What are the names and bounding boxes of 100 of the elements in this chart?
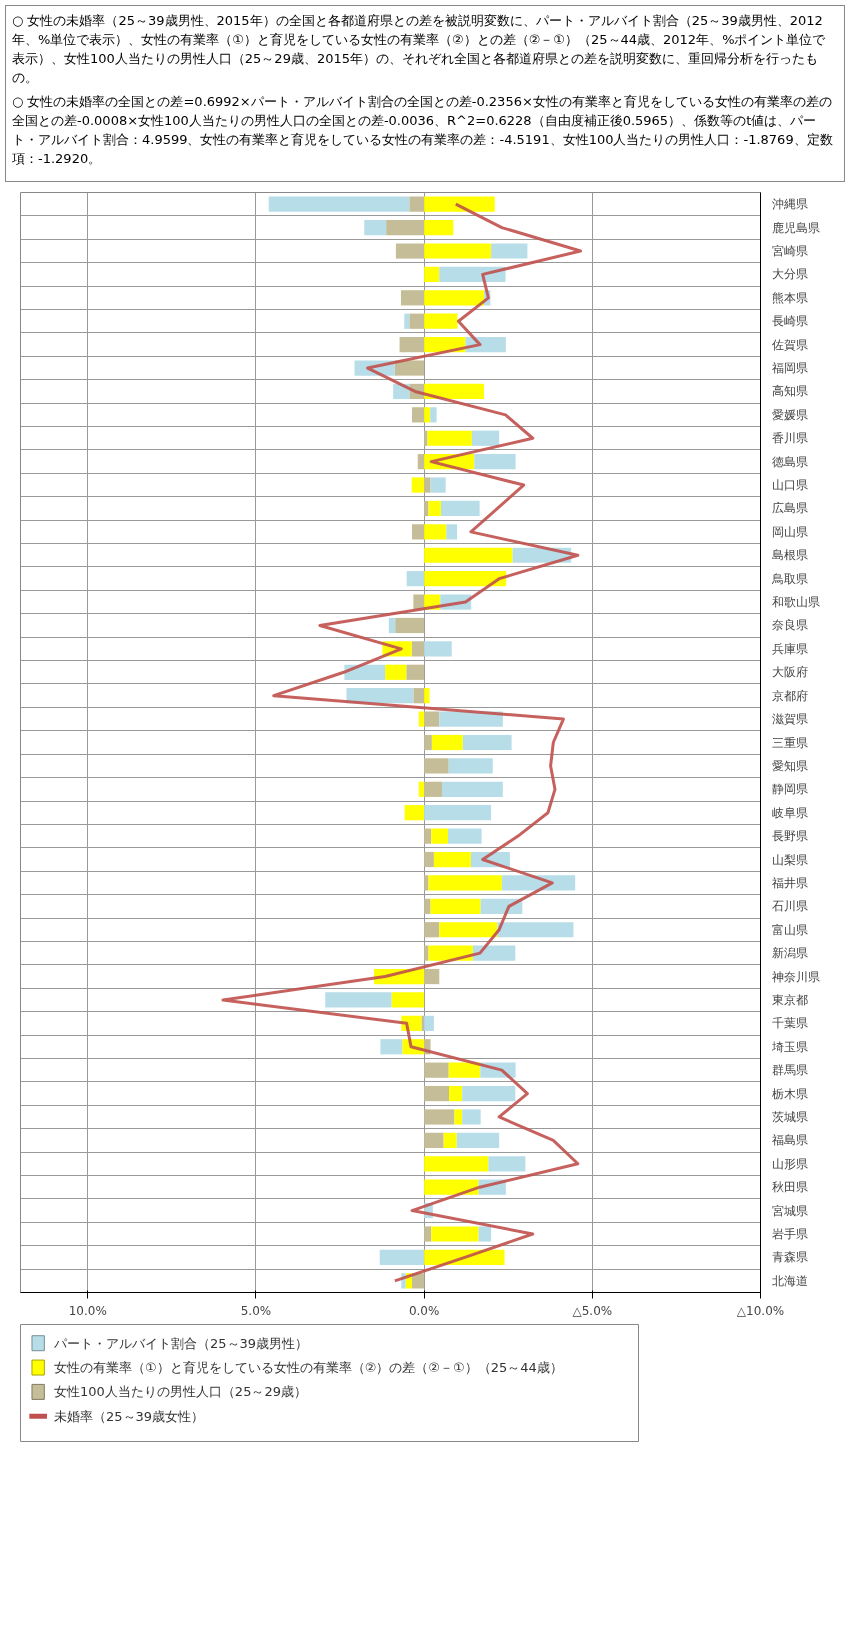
y-tick-label: 長野県 bbox=[771, 828, 808, 843]
bar bbox=[471, 430, 500, 446]
bar bbox=[424, 828, 432, 844]
bar bbox=[440, 500, 480, 516]
bar bbox=[409, 313, 425, 329]
bar bbox=[424, 781, 442, 797]
y-tick-label: 兵庫県 bbox=[771, 641, 808, 656]
bar bbox=[406, 570, 425, 587]
bar bbox=[424, 945, 429, 961]
text: ○ 女性の未婚率（25～39歳男性、2015年）の全国と各都道府県との差を被説明変数に、パート・アルバイト割合（25～39歳男性、2012年、%単位で表示）、女性の有業率（①）と育児をしている女性の有業率（②）との差（②－①）（25～44歳、2012年、%ポイント単位で表示）、女性100人当たりの男性人口（25～29歳、2015年）の、それぞれ全国と各都道府県との差を説明変数に、重回帰分析を行ったもの。 bbox=[12, 12, 827, 87]
bar bbox=[424, 500, 429, 516]
y-tick-label: 新潟県 bbox=[771, 945, 808, 960]
bar bbox=[424, 1015, 434, 1031]
bar bbox=[424, 1226, 432, 1242]
bar bbox=[424, 641, 452, 657]
bar bbox=[424, 313, 458, 329]
y-tick-label: 滋賀県 bbox=[771, 711, 808, 726]
bar bbox=[430, 406, 437, 423]
legend-label: 女性の有業率（①）と育児をしている女性の有業率（②）の差（②－①）（25～44歳） bbox=[54, 1359, 563, 1375]
bar bbox=[424, 968, 440, 984]
bar bbox=[386, 219, 425, 235]
bar bbox=[430, 898, 481, 914]
bar bbox=[424, 1062, 449, 1078]
bar bbox=[406, 664, 425, 680]
y-tick-label: 茨城県 bbox=[771, 1109, 808, 1124]
bar bbox=[409, 196, 425, 212]
y-tick-label: 沖縄県 bbox=[771, 196, 808, 211]
bar bbox=[491, 243, 528, 259]
legend-label: 未婚率（25～39歳女性） bbox=[54, 1408, 205, 1424]
bar bbox=[441, 781, 503, 797]
bar bbox=[395, 617, 425, 633]
bar bbox=[394, 360, 425, 376]
bar bbox=[391, 992, 425, 1008]
y-tick-label: 香川県 bbox=[771, 430, 808, 445]
bar bbox=[421, 1015, 425, 1031]
bar bbox=[424, 266, 440, 282]
y-tick-label: 神奈川県 bbox=[771, 969, 820, 984]
bar bbox=[424, 219, 454, 235]
y-tick-label: 福島県 bbox=[771, 1133, 808, 1148]
y-tick-label: 大阪府 bbox=[771, 665, 808, 680]
x-tick-label: 5.0% bbox=[240, 1303, 272, 1318]
y-tick-label: 奈良県 bbox=[771, 618, 808, 633]
bar bbox=[497, 921, 574, 938]
y-tick-label: 大分県 bbox=[771, 267, 808, 282]
y-tick-label: 島根県 bbox=[771, 548, 808, 563]
y-tick-label: 佐賀県 bbox=[771, 337, 808, 352]
y-tick-label: 富山県 bbox=[771, 922, 808, 937]
bar bbox=[399, 336, 425, 352]
y-tick-label: 愛媛県 bbox=[771, 407, 808, 422]
bar bbox=[488, 1155, 526, 1172]
bar bbox=[424, 524, 447, 540]
bar bbox=[424, 758, 449, 774]
bar bbox=[431, 828, 449, 844]
bar bbox=[448, 1062, 481, 1078]
bar bbox=[395, 243, 425, 259]
y-tick-label: 徳島県 bbox=[771, 454, 808, 469]
bar bbox=[474, 453, 516, 470]
y-tick-label: 鹿児島県 bbox=[771, 220, 820, 235]
bar bbox=[424, 898, 431, 914]
legend-label: 女性100人当たりの男性人口（25～29歳） bbox=[54, 1384, 307, 1400]
bar bbox=[424, 570, 507, 587]
bar bbox=[413, 687, 425, 704]
bar bbox=[431, 734, 463, 750]
bar bbox=[424, 687, 430, 704]
bar bbox=[364, 219, 387, 235]
bar bbox=[404, 804, 425, 821]
y-tick-label: 高知県 bbox=[771, 384, 808, 399]
bar bbox=[424, 547, 513, 563]
x-tick-label: △10.0% bbox=[736, 1303, 785, 1318]
bar bbox=[388, 617, 396, 633]
y-tick-label: 岩手県 bbox=[771, 1226, 808, 1241]
y-tick-label: 石川県 bbox=[771, 899, 808, 914]
bar bbox=[424, 406, 431, 423]
bar bbox=[448, 828, 482, 844]
bar bbox=[404, 313, 410, 329]
y-tick-label: 秋田県 bbox=[771, 1179, 808, 1194]
bar bbox=[325, 992, 392, 1008]
y-tick-label: 山形県 bbox=[771, 1156, 808, 1171]
bar bbox=[428, 500, 441, 516]
y-tick-label: 和歌山県 bbox=[771, 594, 820, 609]
bar bbox=[478, 1226, 492, 1242]
bar bbox=[448, 758, 493, 774]
y-tick-label: 岐阜県 bbox=[771, 805, 808, 820]
bar bbox=[424, 875, 429, 891]
bar bbox=[346, 687, 414, 704]
bar bbox=[424, 383, 485, 399]
bar bbox=[344, 664, 386, 680]
y-tick-label: 山梨県 bbox=[771, 852, 808, 867]
bar bbox=[412, 524, 425, 540]
y-tick-label: 京都府 bbox=[771, 688, 808, 703]
bar bbox=[418, 711, 425, 727]
bar bbox=[424, 336, 466, 352]
bar bbox=[427, 430, 472, 446]
bar bbox=[424, 1085, 450, 1101]
y-tick-label: 静岡県 bbox=[771, 782, 808, 797]
x-tick-label: 0.0% bbox=[408, 1303, 440, 1318]
bar bbox=[472, 945, 516, 961]
bar bbox=[462, 734, 512, 750]
bar bbox=[424, 477, 431, 493]
y-tick-label: 長崎県 bbox=[771, 313, 808, 328]
